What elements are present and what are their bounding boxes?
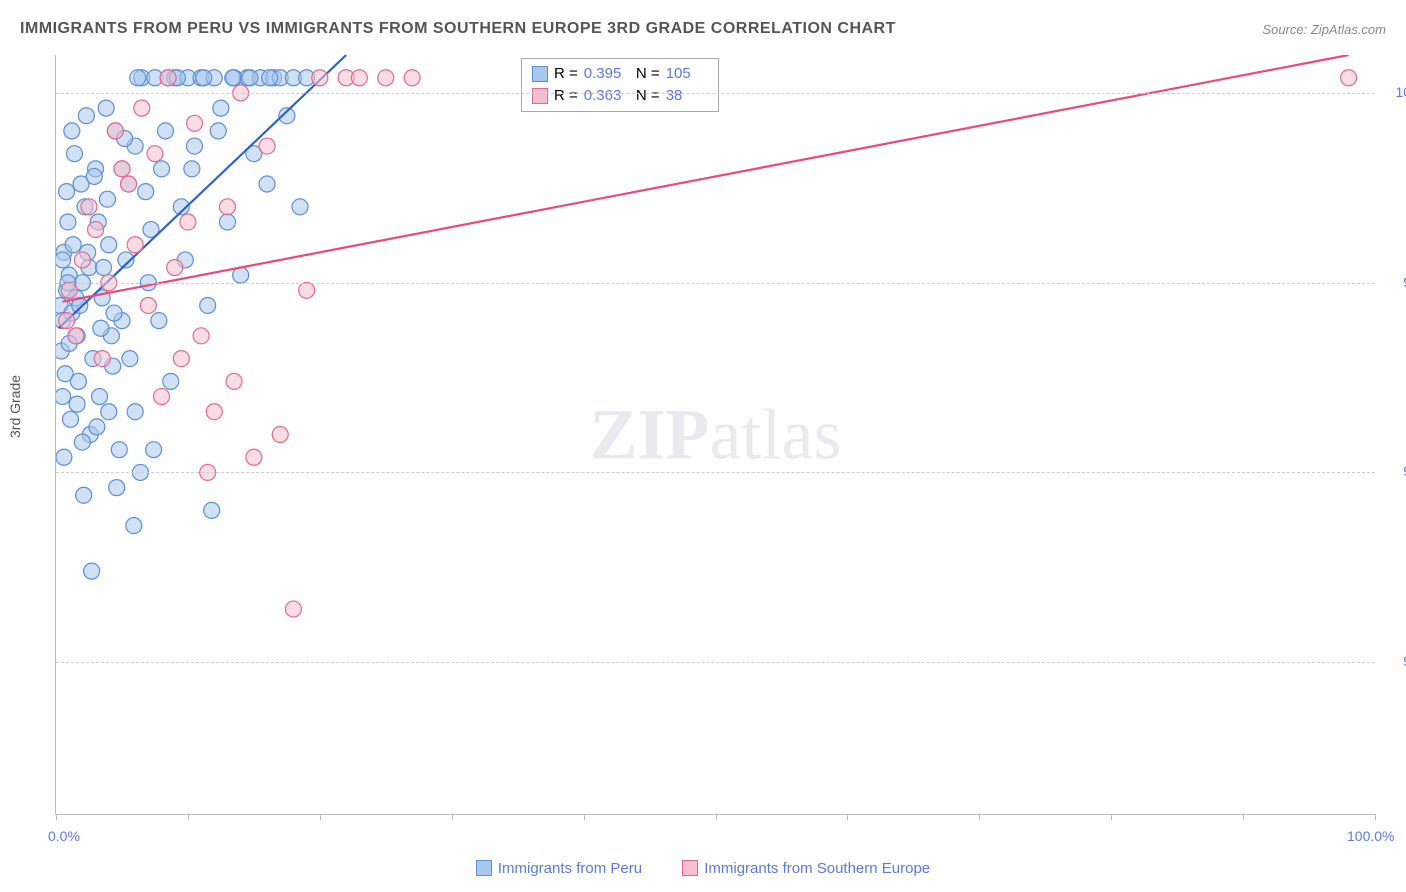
swatch-series2 [532,88,548,104]
legend-label-series1: Immigrants from Peru [498,860,642,877]
legend-label-series2: Immigrants from Southern Europe [704,860,930,877]
y-axis-label: 3rd Grade [7,375,23,438]
source-value: ZipAtlas.com [1311,22,1386,37]
y-tick-label: 92.5% [1383,653,1406,669]
chart-title: IMMIGRANTS FROM PERU VS IMMIGRANTS FROM … [20,20,896,38]
stats-row-series2: R = 0.363 N = 38 [532,85,708,107]
r-value-series1: 0.395 [584,63,626,85]
swatch-series1 [476,860,492,876]
n-label: N = [632,63,660,85]
legend-item-series1: Immigrants from Peru [476,860,642,877]
chart-svg [56,55,1375,814]
x-tick-label: 0.0% [48,828,80,844]
x-tick-label: 100.0% [1347,828,1394,844]
y-tick-label: 97.5% [1383,274,1406,290]
watermark: ZIPatlas [590,393,842,476]
swatch-series1 [532,66,548,82]
swatch-series2 [682,860,698,876]
r-value-series2: 0.363 [584,85,626,107]
n-label: N = [632,85,660,107]
r-label: R = [554,85,578,107]
watermark-bold: ZIP [590,394,710,474]
r-label: R = [554,63,578,85]
n-value-series2: 38 [666,85,696,107]
stats-row-series1: R = 0.395 N = 105 [532,63,708,85]
y-tick-label: 100.0% [1383,84,1406,100]
plot-area: ZIPatlas R = 0.395 N = 105 R = 0.363 N =… [55,55,1375,815]
bottom-legend: Immigrants from Peru Immigrants from Sou… [0,860,1406,881]
correlation-stats-box: R = 0.395 N = 105 R = 0.363 N = 38 [521,58,719,112]
watermark-light: atlas [710,394,842,474]
source-label: Source: [1262,22,1307,37]
source-attribution: Source: ZipAtlas.com [1262,22,1386,37]
legend-item-series2: Immigrants from Southern Europe [682,860,930,877]
y-tick-label: 95.0% [1383,463,1406,479]
n-value-series1: 105 [666,63,708,85]
